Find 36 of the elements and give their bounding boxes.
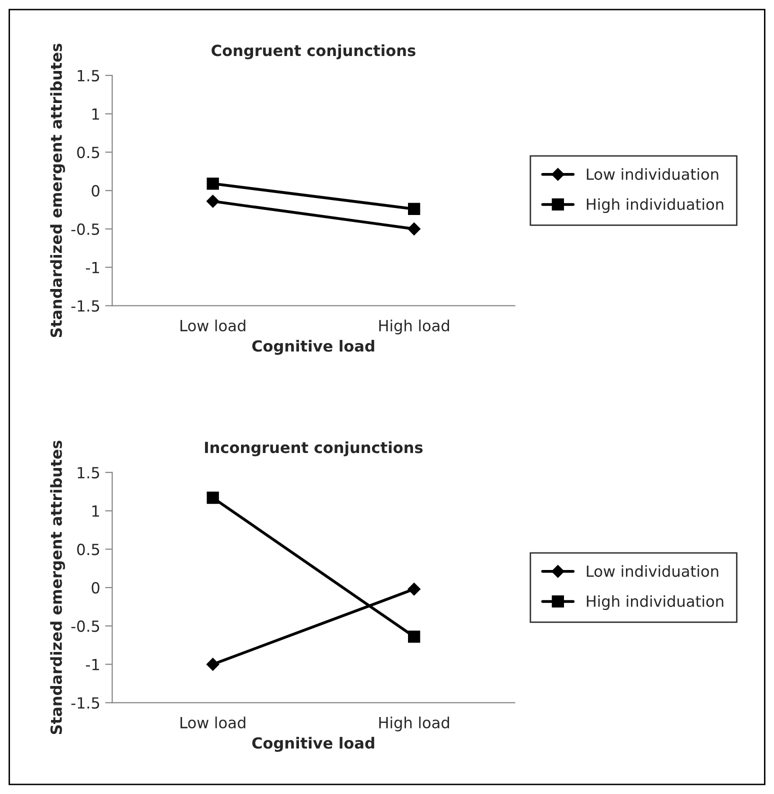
y-tick-label: 1.5 (78, 467, 100, 478)
y-tick-label: -0.5 (71, 620, 100, 632)
y-axis-title: Standardized emergent attributes (50, 440, 66, 734)
legend-label: Low individuation (586, 565, 718, 577)
y-tick-label: 0.5 (77, 146, 100, 158)
legend-label: High individuation (586, 198, 724, 213)
x-axis-title: Cognitive load (252, 736, 374, 752)
x-tick-label: Low load (180, 716, 246, 728)
y-tick-label: -1.5 (71, 300, 100, 312)
y-tick-label: 0 (92, 582, 100, 594)
point (408, 582, 421, 596)
point (206, 492, 219, 504)
y-tick-label: 0.5 (77, 544, 100, 556)
y-tick-label: 1 (92, 505, 100, 517)
x-tick-label: High load (379, 320, 450, 334)
point (206, 194, 220, 208)
legend-label: Low individuation (586, 168, 718, 180)
y-tick-label: -1 (86, 262, 100, 274)
chart-title: Incongruent conjunctions (205, 441, 423, 456)
y-tick-label: -1.5 (71, 697, 100, 709)
point (408, 222, 421, 236)
point (408, 202, 420, 216)
y-tick-label: 0 (92, 185, 100, 197)
y-tick-label: -1 (86, 658, 100, 670)
x-tick-label: High load (379, 716, 450, 732)
chart-title: Congruent conjunctions (212, 44, 416, 60)
y-tick-label: 1 (92, 108, 100, 120)
point (408, 630, 420, 643)
y-tick-label: 1.5 (78, 70, 100, 82)
point (206, 178, 219, 190)
y-tick-label: -0.5 (71, 223, 100, 235)
point (206, 658, 220, 671)
x-tick-label: Low load (180, 320, 246, 332)
legend-label: High individuation (586, 595, 724, 610)
y-axis-title: Standardized emergent attributes (50, 44, 66, 338)
x-axis-title: Cognitive load (252, 340, 374, 355)
